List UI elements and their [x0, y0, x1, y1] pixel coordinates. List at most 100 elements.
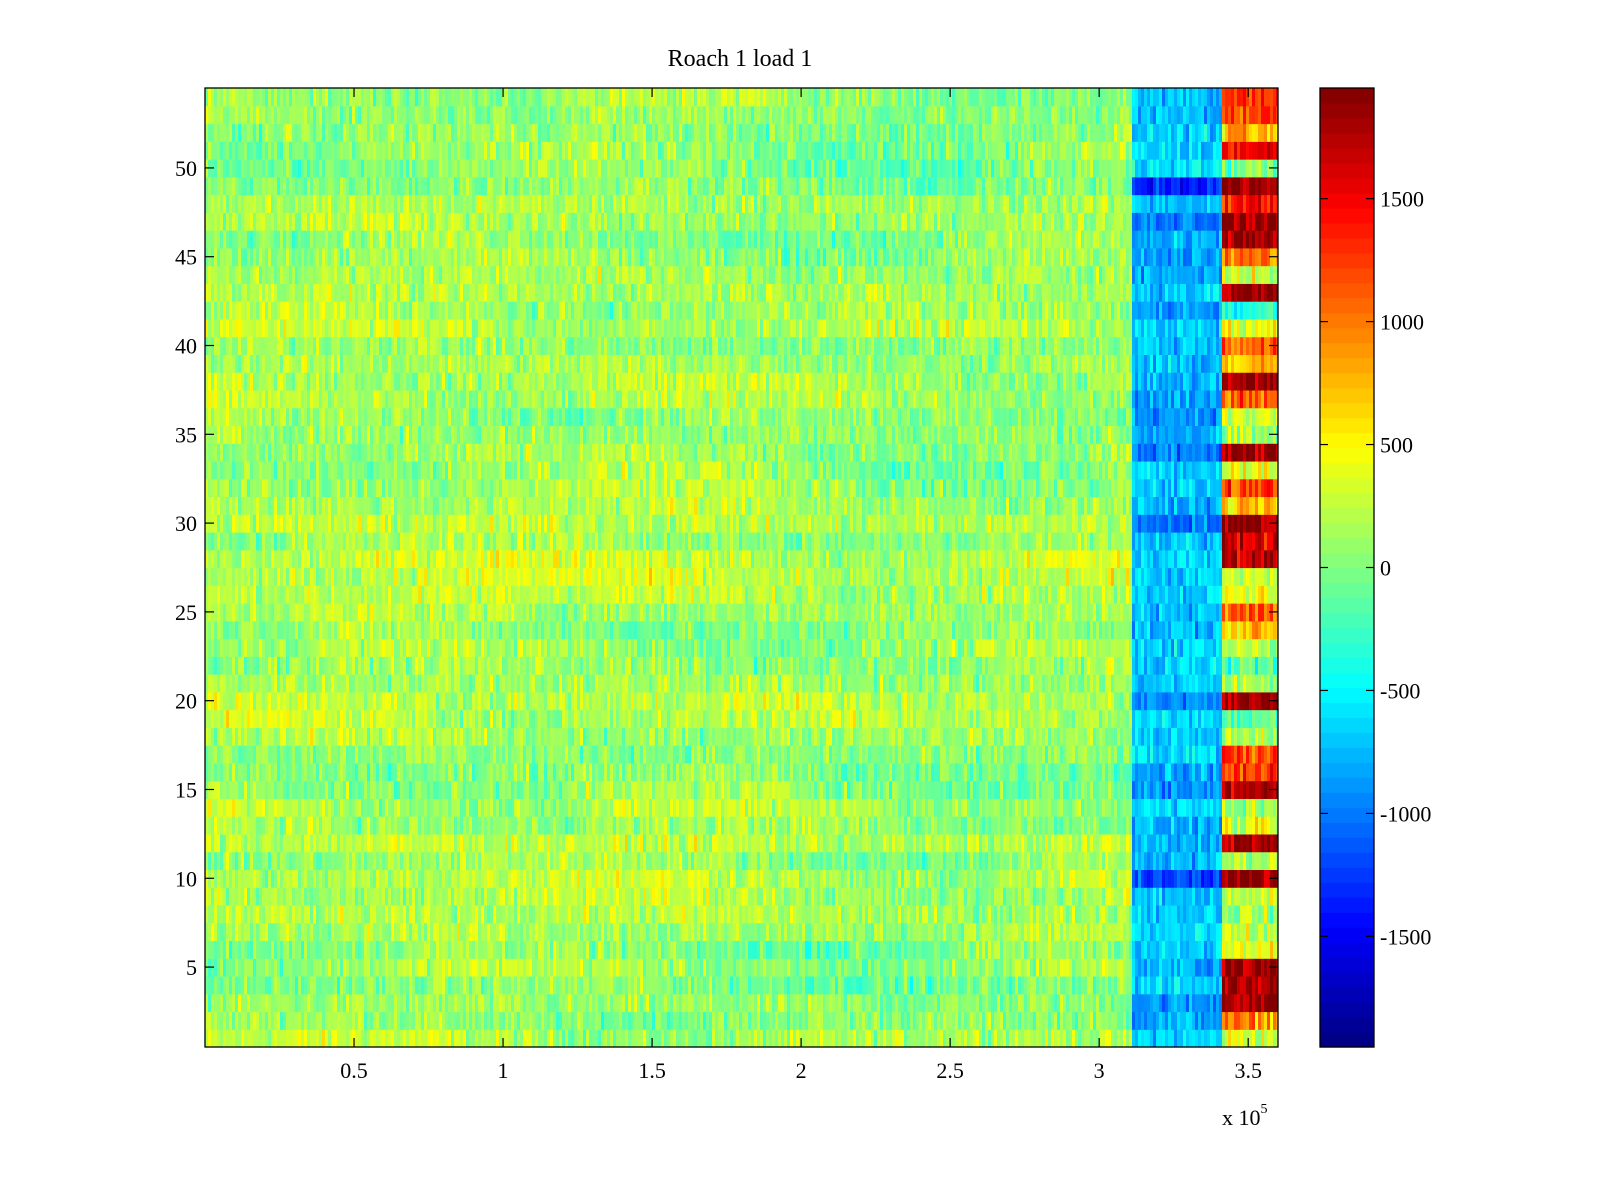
- heatmap-cell: [385, 940, 388, 959]
- heatmap-cell: [1054, 993, 1057, 1013]
- heatmap-cell: [406, 869, 409, 888]
- heatmap-cell: [874, 869, 877, 888]
- heatmap-cell: [247, 940, 250, 959]
- heatmap-cell: [1276, 1029, 1278, 1048]
- heatmap-cell: [997, 958, 1000, 977]
- heatmap-cell: [211, 975, 214, 995]
- heatmap-cell: [289, 833, 292, 853]
- heatmap-cell: [352, 816, 355, 835]
- heatmap-cell: [553, 851, 556, 871]
- heatmap-cell: [655, 816, 658, 835]
- heatmap-cell: [874, 922, 877, 942]
- heatmap-cell: [673, 1011, 676, 1030]
- heatmap-cell: [799, 833, 802, 853]
- heatmap-cell: [1264, 1011, 1267, 1030]
- heatmap-cell: [574, 869, 577, 888]
- heatmap-cell: [682, 851, 685, 871]
- heatmap-cell: [913, 922, 916, 942]
- heatmap-cell: [946, 869, 949, 888]
- heatmap-cell: [808, 851, 811, 871]
- heatmap-cell: [1222, 851, 1225, 871]
- heatmap-cell: [1090, 940, 1093, 959]
- heatmap-cell: [805, 975, 808, 995]
- heatmap-cell: [985, 975, 988, 995]
- heatmap-cell: [556, 958, 559, 977]
- heatmap-cell: [619, 958, 622, 977]
- heatmap-cell: [601, 851, 604, 871]
- heatmap-cell: [1087, 816, 1090, 835]
- heatmap-cell: [487, 958, 490, 977]
- heatmap-cell: [892, 851, 895, 871]
- heatmap-cell: [1042, 798, 1045, 817]
- heatmap-cell: [454, 833, 457, 853]
- heatmap-cell: [712, 958, 715, 977]
- heatmap-cell: [1081, 904, 1084, 924]
- heatmap-cell: [856, 851, 859, 871]
- heatmap-cell: [850, 993, 853, 1013]
- heatmap-cell: [442, 940, 445, 959]
- heatmap-cell: [514, 798, 517, 817]
- heatmap-cell: [820, 958, 823, 977]
- heatmap-cell: [604, 904, 607, 924]
- heatmap-cell: [1057, 869, 1060, 888]
- heatmap-cell: [694, 833, 697, 853]
- heatmap-cell: [1006, 816, 1009, 835]
- heatmap-cell: [271, 904, 274, 924]
- heatmap-cell: [1132, 816, 1135, 835]
- heatmap-cell: [757, 833, 760, 853]
- heatmap-cell: [736, 869, 739, 888]
- heatmap-cell: [1051, 1011, 1054, 1030]
- heatmap-cell: [895, 993, 898, 1013]
- heatmap-cell: [772, 851, 775, 871]
- heatmap-cell: [817, 958, 820, 977]
- heatmap-cell: [1183, 887, 1186, 906]
- heatmap-cell: [1258, 869, 1261, 888]
- heatmap-cell: [358, 869, 361, 888]
- heatmap-cell: [517, 833, 520, 853]
- heatmap-cell: [1036, 833, 1039, 853]
- heatmap-cell: [1057, 1011, 1060, 1030]
- heatmap-cell: [382, 904, 385, 924]
- heatmap-cell: [370, 851, 373, 871]
- heatmap-cell: [376, 975, 379, 995]
- heatmap-cell: [1051, 958, 1054, 977]
- heatmap-cell: [397, 904, 400, 924]
- heatmap-cell: [595, 887, 598, 906]
- heatmap-cell: [1033, 940, 1036, 959]
- heatmap-cell: [946, 993, 949, 1013]
- heatmap-cell: [214, 798, 217, 817]
- heatmap-cell: [1114, 833, 1117, 853]
- heatmap-cell: [1132, 904, 1135, 924]
- heatmap-cell: [1108, 993, 1111, 1013]
- heatmap-cell: [1213, 993, 1216, 1013]
- heatmap-cell: [1009, 940, 1012, 959]
- heatmap-cell: [1258, 940, 1261, 959]
- heatmap-cell: [418, 851, 421, 871]
- heatmap-cell: [1264, 851, 1267, 871]
- heatmap-cell: [541, 851, 544, 871]
- heatmap-cell: [397, 975, 400, 995]
- heatmap-cell: [391, 922, 394, 942]
- heatmap-cell: [1081, 1011, 1084, 1030]
- heatmap-cell: [1231, 958, 1234, 977]
- heatmap-cell: [1156, 975, 1159, 995]
- heatmap-cell: [1039, 869, 1042, 888]
- heatmap-cell: [322, 851, 325, 871]
- heatmap-cell: [784, 816, 787, 835]
- heatmap-cell: [1000, 816, 1003, 835]
- heatmap-cell: [298, 1029, 301, 1048]
- heatmap-cell: [1117, 833, 1120, 853]
- heatmap-cell: [676, 940, 679, 959]
- heatmap-cell: [427, 940, 430, 959]
- heatmap-cell: [892, 1011, 895, 1030]
- heatmap-cell: [826, 851, 829, 871]
- heatmap-cell: [1165, 1029, 1168, 1048]
- heatmap-cell: [1141, 904, 1144, 924]
- heatmap-cell: [901, 798, 904, 817]
- heatmap-cell: [232, 904, 235, 924]
- heatmap-cell: [844, 798, 847, 817]
- heatmap-cell: [451, 1011, 454, 1030]
- heatmap-cell: [1141, 816, 1144, 835]
- heatmap-cell: [544, 1011, 547, 1030]
- heatmap-cell: [1180, 1011, 1183, 1030]
